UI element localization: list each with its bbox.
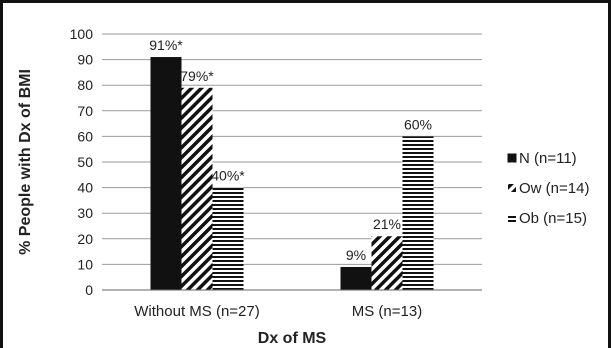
data-label: 91%* xyxy=(149,37,183,53)
data-label: 60% xyxy=(404,116,432,132)
bar-solid xyxy=(150,57,182,290)
bar-solid xyxy=(340,266,372,290)
legend-swatch-horizontal xyxy=(508,214,516,222)
y-tick-label: 60 xyxy=(77,128,93,144)
legend: N (n=11) Ow (n=14) Ob (n=15) xyxy=(507,150,589,227)
legend-label: N (n=11) xyxy=(519,150,577,167)
bar-horizontal xyxy=(402,136,434,290)
x-tick-label: Without MS (n=27) xyxy=(134,303,259,320)
y-axis-label: % People with Dx of BMI xyxy=(17,69,34,255)
y-tick-label: 30 xyxy=(77,205,93,221)
data-label: 9% xyxy=(346,247,366,263)
bar-horizontal xyxy=(212,187,244,290)
legend-label: Ow (n=14) xyxy=(519,180,589,197)
y-tick-label: 50 xyxy=(77,154,93,170)
y-tick-label: 100 xyxy=(70,26,94,42)
y-tick-label: 80 xyxy=(77,77,93,93)
y-tick-labels: 0 10 20 30 40 50 60 70 80 90 100 xyxy=(70,26,94,298)
bars: 91%* 79%* 40%* 9% 21% 60% xyxy=(149,37,434,290)
bar-diagonal xyxy=(371,236,403,290)
data-label: 79%* xyxy=(180,68,214,84)
data-label: 21% xyxy=(373,216,401,232)
y-tick-label: 10 xyxy=(77,256,93,272)
y-tick-label: 0 xyxy=(85,282,93,298)
y-tick-label: 70 xyxy=(77,103,93,119)
x-tick-labels: Without MS (n=27) MS (n=13) xyxy=(134,303,422,320)
y-tick-label: 90 xyxy=(77,52,93,68)
legend-label: Ob (n=15) xyxy=(519,210,587,227)
legend-swatch-solid xyxy=(507,153,517,163)
x-tick-label: MS (n=13) xyxy=(352,303,422,320)
legend-swatch-diagonal xyxy=(508,184,516,192)
y-tick-label: 20 xyxy=(77,231,93,247)
bar-diagonal xyxy=(181,87,213,290)
x-axis-label: Dx of MS xyxy=(258,330,327,347)
data-label: 40%* xyxy=(211,168,245,184)
y-tick-label: 40 xyxy=(77,180,93,196)
